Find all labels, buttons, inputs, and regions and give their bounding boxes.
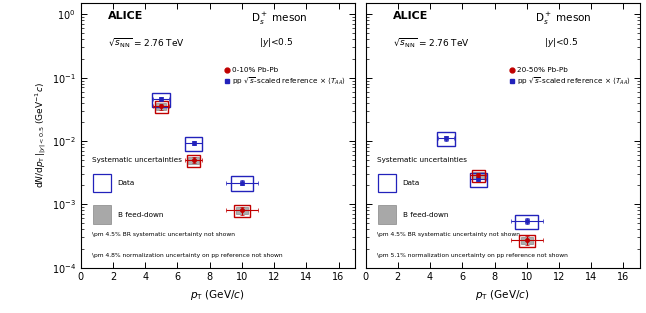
Bar [516, 215, 538, 228]
Text: Data: Data [402, 180, 420, 186]
Text: \pm 4.5% BR systematic uncertainty not shown: \pm 4.5% BR systematic uncertainty not s… [92, 232, 234, 237]
Text: \pm 4.8% normalization uncertainty on pp reference not shown: \pm 4.8% normalization uncertainty on pp… [92, 253, 282, 258]
Bar [470, 173, 487, 187]
Bar [474, 172, 484, 179]
Text: |$y$|<0.5: |$y$|<0.5 [259, 36, 293, 49]
Y-axis label: d$N$/d$p_{\mathrm{T}}\,|_{|y|<0.5}$ (GeV$^{-1}c$): d$N$/d$p_{\mathrm{T}}\,|_{|y|<0.5}$ (GeV… [34, 82, 49, 188]
Bar [152, 93, 170, 107]
Bar [519, 235, 535, 247]
Text: |$y$|<0.5: |$y$|<0.5 [544, 36, 578, 49]
Bar [236, 207, 248, 214]
Text: B feed-down: B feed-down [402, 212, 448, 218]
Text: \pm 5.1% normalization uncertainty on pp reference not shown: \pm 5.1% normalization uncertainty on pp… [377, 253, 567, 258]
FancyBboxPatch shape [378, 205, 396, 224]
Bar [234, 205, 250, 217]
Bar [155, 101, 168, 113]
Bar [437, 132, 455, 146]
Text: Systematic uncertainties: Systematic uncertainties [92, 156, 182, 162]
Bar [231, 177, 253, 191]
Text: \pm 4.5% BR systematic uncertainty not shown: \pm 4.5% BR systematic uncertainty not s… [377, 232, 519, 237]
FancyBboxPatch shape [93, 205, 111, 224]
Text: ALICE: ALICE [108, 11, 143, 21]
Text: B feed-down: B feed-down [118, 212, 163, 218]
X-axis label: $p_{\mathrm{T}}$ (GeV/$c$): $p_{\mathrm{T}}$ (GeV/$c$) [475, 288, 530, 302]
X-axis label: $p_{\mathrm{T}}$ (GeV/$c$): $p_{\mathrm{T}}$ (GeV/$c$) [191, 288, 245, 302]
Bar [189, 156, 199, 164]
Text: Systematic uncertainties: Systematic uncertainties [377, 156, 466, 162]
Bar [187, 155, 200, 167]
Bar [185, 137, 202, 151]
Legend: 20-50% Pb-Pb, pp $\sqrt{s}$-scaled reference $\times$ $\langle T_{AA}\rangle$: 20-50% Pb-Pb, pp $\sqrt{s}$-scaled refer… [507, 65, 633, 89]
Text: Data: Data [118, 180, 135, 186]
Text: D$_s^+$ meson: D$_s^+$ meson [251, 11, 307, 27]
Text: ALICE: ALICE [393, 11, 428, 21]
Bar [156, 103, 167, 110]
Text: $\sqrt{s_{\mathrm{NN}}}$ = 2.76 TeV: $\sqrt{s_{\mathrm{NN}}}$ = 2.76 TeV [393, 36, 470, 49]
Legend: 0-10% Pb-Pb, pp $\sqrt{s}$-scaled reference $\times$ $\langle T_{AA}\rangle$: 0-10% Pb-Pb, pp $\sqrt{s}$-scaled refere… [222, 65, 348, 89]
Bar [521, 237, 533, 244]
Bar [472, 170, 485, 182]
Text: D$_s^+$ meson: D$_s^+$ meson [536, 11, 592, 27]
Text: $\sqrt{s_{\mathrm{NN}}}$ = 2.76 TeV: $\sqrt{s_{\mathrm{NN}}}$ = 2.76 TeV [108, 36, 185, 49]
